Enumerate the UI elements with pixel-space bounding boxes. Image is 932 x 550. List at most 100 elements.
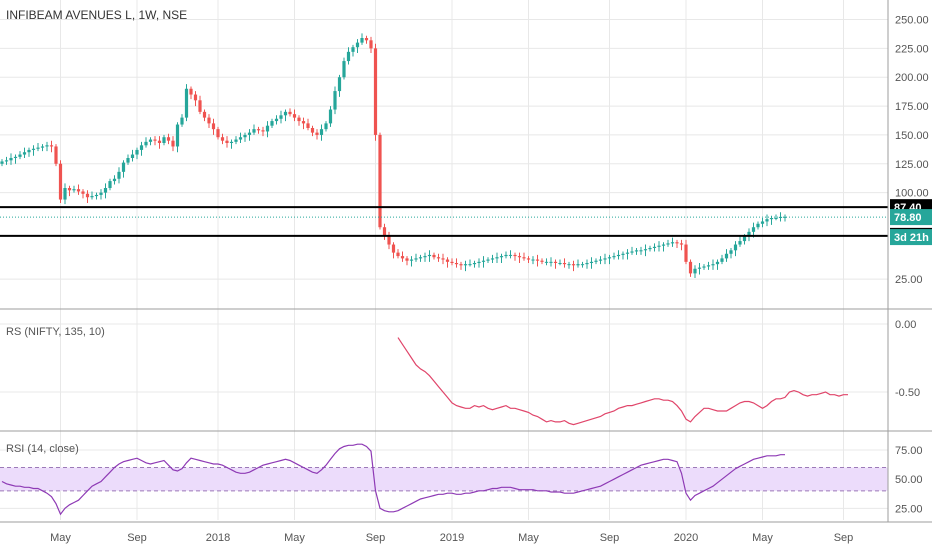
price-tag-label: 78.80	[894, 212, 922, 224]
candle-body	[130, 154, 135, 158]
candle-body	[265, 125, 270, 132]
candle-body	[4, 160, 9, 162]
candle-body	[571, 264, 576, 266]
candle-body	[337, 77, 342, 92]
candle-body	[400, 256, 405, 259]
candle-body	[54, 146, 58, 164]
candle-body	[634, 250, 639, 252]
candle-body	[477, 261, 481, 263]
candle-body	[144, 141, 148, 146]
candle-body	[342, 61, 346, 78]
candle-body	[648, 248, 652, 250]
candle-body	[63, 188, 67, 200]
candle-body	[355, 42, 360, 48]
price-y-tick-label: 125.00	[895, 159, 929, 171]
candle-body	[720, 258, 724, 262]
candle-body	[639, 250, 643, 252]
countdown-tag-label: 3d 21h	[894, 232, 929, 244]
candle-body	[486, 259, 490, 261]
rs-y-tick-label: 0.00	[895, 319, 916, 331]
candle-body	[580, 264, 585, 266]
candle-body	[751, 227, 756, 232]
candle-body	[643, 249, 648, 251]
candle-body	[135, 149, 139, 155]
candle-body	[94, 194, 99, 197]
candle-body	[103, 188, 108, 193]
candle-body	[612, 256, 616, 258]
candle-body	[729, 250, 733, 254]
candle-body	[220, 137, 225, 141]
candle-body	[549, 261, 553, 263]
candle-body	[598, 259, 603, 261]
candle-body	[207, 117, 211, 124]
candle-body	[378, 134, 382, 228]
candle-body	[247, 132, 252, 135]
candle-body	[418, 257, 423, 259]
candle-body	[252, 129, 256, 133]
candle-body	[121, 162, 126, 172]
candle-body	[31, 148, 36, 150]
x-tick-label: 2020	[674, 532, 698, 544]
candle-body	[535, 259, 540, 261]
rsi-line	[1, 443, 785, 516]
candle-body	[522, 257, 526, 259]
rsi-y-tick-label: 50.00	[895, 474, 923, 486]
candle-body	[360, 38, 364, 43]
candle-body	[733, 244, 738, 251]
horizontal-lines[interactable]	[0, 206, 888, 237]
candle-body	[139, 145, 144, 150]
candle-body	[423, 256, 427, 258]
candle-body	[288, 111, 292, 115]
candle-body	[310, 128, 315, 133]
candle-body	[738, 241, 742, 245]
candle-body	[261, 130, 265, 132]
price-y-tick-label: 100.00	[895, 188, 929, 200]
candle-body	[553, 261, 558, 263]
candle-body	[472, 263, 477, 265]
candle-body	[621, 253, 625, 255]
candle-body	[585, 263, 589, 265]
candle-body	[540, 260, 544, 262]
candle-body	[517, 256, 522, 258]
candle-body	[112, 178, 117, 182]
candle-body	[283, 111, 288, 116]
x-tick-label: Sep	[127, 532, 147, 544]
candle-body	[576, 264, 580, 266]
candle-body	[306, 123, 310, 128]
candle-body	[679, 243, 684, 245]
candle-body	[715, 261, 720, 265]
x-tick-label: 2018	[206, 532, 230, 544]
candle-body	[270, 121, 274, 126]
candle-body	[198, 100, 202, 112]
candle-body	[661, 244, 666, 246]
candle-body	[481, 260, 486, 262]
candle-body	[630, 251, 634, 253]
x-tick-label: Sep	[600, 532, 620, 544]
candle-body	[369, 40, 373, 49]
candle-body	[27, 149, 31, 153]
candle-body	[229, 141, 234, 143]
candle-body	[706, 265, 711, 267]
candle-body	[216, 129, 220, 138]
candle-body	[666, 243, 670, 245]
rsi-title: RSI (14, close)	[6, 443, 79, 455]
x-tick-label: May	[518, 532, 539, 544]
candle-body	[99, 192, 103, 195]
candle-body	[391, 244, 396, 253]
candle-body	[526, 258, 531, 260]
candle-body	[382, 227, 387, 237]
candle-body	[157, 140, 162, 143]
candle-body	[328, 109, 333, 124]
candle-body	[85, 193, 90, 198]
candle-body	[13, 156, 18, 158]
price-tag-bg	[890, 209, 932, 226]
candles	[0, 33, 888, 278]
candle-body	[351, 47, 355, 52]
candle-body	[562, 263, 567, 265]
candle-body	[108, 181, 112, 188]
price-y-tick-label: 225.00	[895, 43, 929, 55]
candle-body	[225, 140, 229, 143]
candle-body	[117, 171, 121, 179]
candle-body	[324, 123, 328, 130]
